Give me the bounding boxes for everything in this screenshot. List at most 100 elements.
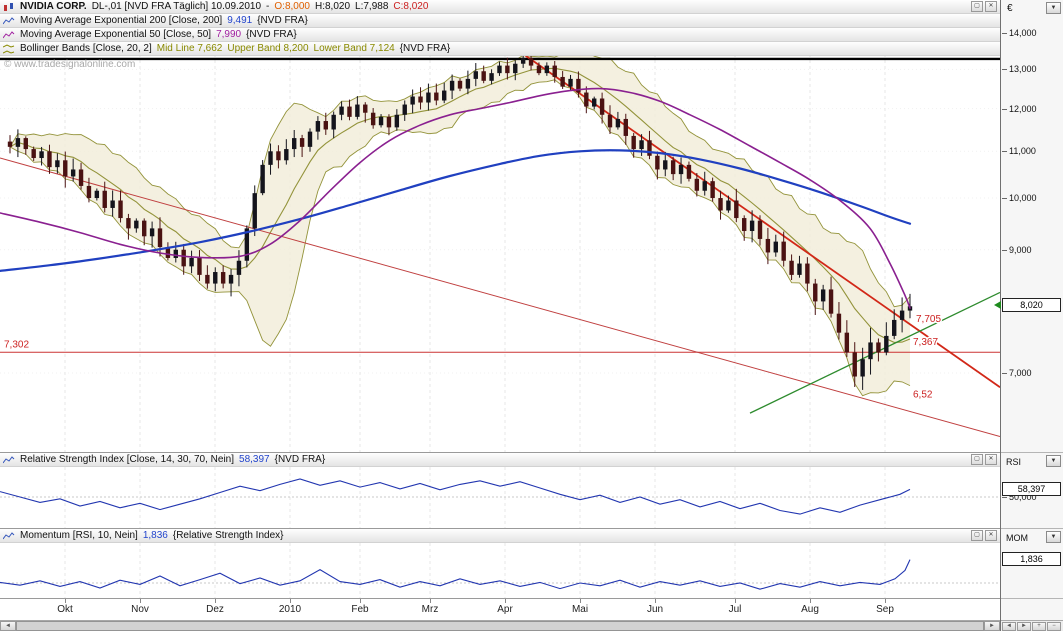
momentum-line-layer bbox=[0, 559, 1000, 590]
last-price-arrow bbox=[994, 301, 1001, 309]
maximize-button[interactable]: ▢ bbox=[971, 530, 983, 541]
price-tick-label: 7,000 bbox=[1002, 368, 1032, 378]
panel-window-buttons: ▢ ✕ bbox=[971, 530, 997, 541]
rsi-mid-tick-label: 50,000 bbox=[1002, 492, 1037, 502]
x-axis-label: Mai bbox=[571, 604, 589, 615]
gridlines-layer bbox=[64, 543, 886, 598]
moving-averages-layer bbox=[0, 87, 912, 309]
x-axis-tick bbox=[359, 599, 361, 603]
bollinger-label: Bollinger Bands [Close, 20, 2] bbox=[20, 42, 152, 54]
close-button[interactable]: ✕ bbox=[985, 1, 997, 12]
price-tick-label: 14,000 bbox=[1002, 28, 1037, 38]
bollinger-legend-row: Bollinger Bands [Close, 20, 2] Mid Line … bbox=[0, 42, 1000, 56]
x-axis-tick bbox=[809, 599, 811, 603]
trendlines-back-layer bbox=[0, 157, 1000, 437]
x-axis-label: Okt bbox=[57, 604, 73, 615]
ohlc-dash: - bbox=[266, 0, 270, 12]
x-axis-tick bbox=[579, 599, 581, 603]
x-axis-tick bbox=[214, 599, 216, 603]
price-tick-label: 9,000 bbox=[1002, 244, 1032, 255]
rsi-label: Relative Strength Index [Close, 14, 30, … bbox=[20, 453, 235, 465]
bollinger-lower-value: Lower Band 7,124 bbox=[313, 42, 395, 54]
x-axis-tick bbox=[734, 599, 736, 603]
time-axis: Okt Nov Dez 2010 Feb Mrz Apr Mai Jun Jul Aug Sep bbox=[0, 599, 1000, 620]
x-axis-label: Apr bbox=[497, 604, 513, 615]
price-annotations-layer: 7,302 7,705 7,367 6,52 bbox=[3, 312, 943, 402]
x-axis-tick bbox=[64, 599, 66, 603]
trendline-value-label: 7,302 bbox=[4, 340, 29, 351]
low-value: L:7,988 bbox=[355, 0, 389, 12]
price-tick-label: 10,000 bbox=[1002, 193, 1037, 204]
candlestick-icon bbox=[3, 2, 15, 12]
trendline-value-label: 7,367 bbox=[913, 337, 938, 348]
panel-window-buttons: ▢ ✕ bbox=[971, 1, 997, 12]
bollinger-scope: {NVD FRA} bbox=[399, 42, 451, 54]
rsi-scope: {NVD FRA} bbox=[274, 453, 326, 465]
chart-column: 7,302 7,705 7,367 6,52 NVIDIA CORP. DL-,01 … bbox=[0, 0, 1000, 631]
ma50-legend-row: Moving Average Exponential 50 [Close, 50… bbox=[0, 28, 1000, 42]
high-value: H:8,020 bbox=[314, 0, 351, 12]
momentum-chart-canvas[interactable] bbox=[0, 543, 1000, 598]
scrollbar-thumb[interactable] bbox=[16, 621, 984, 631]
ma-indicator-icon bbox=[3, 30, 15, 40]
x-axis-tick bbox=[139, 599, 141, 603]
scroll-left-button[interactable]: ◄ bbox=[0, 621, 16, 631]
instrument-info: DL-,01 [NVD FRA Täglich] 10.09.2010 bbox=[91, 0, 262, 12]
maximize-button[interactable]: ▢ bbox=[971, 1, 983, 12]
page-right-button[interactable]: ► bbox=[1017, 621, 1031, 631]
scrollbar-corner-controls: ◄ ► + − bbox=[1001, 620, 1063, 631]
x-axis-tick bbox=[429, 599, 431, 603]
page-left-button[interactable]: ◄ bbox=[1002, 621, 1016, 631]
rsi-chart-canvas[interactable] bbox=[0, 467, 1000, 528]
ma200-legend-row: Moving Average Exponential 200 [Close, 2… bbox=[0, 14, 1000, 28]
bollinger-upper-value: Upper Band 8,200 bbox=[227, 42, 309, 54]
momentum-label: Momentum [RSI, 10, Nein] bbox=[20, 529, 138, 541]
momentum-axis-dropdown-button[interactable]: ▼ bbox=[1046, 531, 1061, 543]
panel-window-buttons: ▢ ✕ bbox=[971, 454, 997, 465]
ma200-label: Moving Average Exponential 200 [Close, 2… bbox=[20, 14, 223, 26]
trendline-value-label: 7,705 bbox=[916, 314, 941, 325]
rsi-legend-row: Relative Strength Index [Close, 14, 30, … bbox=[0, 453, 1000, 467]
momentum-indicator-icon bbox=[3, 531, 15, 541]
rsi-line-layer bbox=[0, 478, 1000, 515]
price-axis-sidebar: € ▼ 14,000 13,000 12,000 11,000 10,000 9,000 7… bbox=[994, 0, 1063, 631]
ma200-scope: {NVD FRA} bbox=[257, 14, 308, 26]
x-axis-tick bbox=[289, 599, 291, 603]
ma50-value: 7,990 bbox=[216, 28, 242, 40]
x-axis-label: Mrz bbox=[421, 604, 439, 615]
ma-indicator-icon bbox=[3, 16, 15, 26]
trendline-value-label: 6,52 bbox=[913, 389, 933, 400]
x-axis-label: 2010 bbox=[278, 604, 302, 615]
price-tick-label: 12,000 bbox=[1002, 103, 1037, 114]
ma50-scope: {NVD FRA} bbox=[246, 28, 297, 40]
price-chart-canvas[interactable]: 7,302 7,705 7,367 6,52 bbox=[0, 0, 1000, 452]
open-value: O:8,000 bbox=[274, 0, 310, 12]
zoom-in-button[interactable]: + bbox=[1032, 621, 1046, 631]
rsi-axis-dropdown-button[interactable]: ▼ bbox=[1046, 455, 1061, 467]
ma200-value: 9,491 bbox=[227, 14, 253, 26]
rsi-value: 58,397 bbox=[239, 453, 270, 465]
main-chart-panel: 7,302 7,705 7,367 6,52 NVIDIA CORP. DL-,01 … bbox=[0, 0, 1000, 453]
maximize-button[interactable]: ▢ bbox=[971, 454, 983, 465]
last-price-badge: 8,020 bbox=[1002, 298, 1061, 312]
x-axis-tick bbox=[654, 599, 656, 603]
scroll-right-button[interactable]: ► bbox=[984, 621, 1000, 631]
x-axis-label: Dez bbox=[206, 604, 224, 615]
symbol-title: NVIDIA CORP. bbox=[20, 0, 87, 12]
close-value: C:8,020 bbox=[393, 0, 429, 12]
rsi-axis-label: RSI bbox=[1006, 457, 1022, 467]
momentum-value-badge: 1,836 bbox=[1002, 552, 1061, 566]
x-axis-label: Nov bbox=[131, 604, 149, 615]
x-axis-label: Jul bbox=[728, 604, 742, 615]
close-button[interactable]: ✕ bbox=[985, 530, 997, 541]
bollinger-mid-value: Mid Line 7,662 bbox=[156, 42, 223, 54]
rsi-indicator-icon bbox=[3, 455, 15, 465]
close-button[interactable]: ✕ bbox=[985, 454, 997, 465]
rsi-panel: Relative Strength Index [Close, 14, 30, … bbox=[0, 453, 1000, 529]
chart-title-row: NVIDIA CORP. DL-,01 [NVD FRA Täglich] 10… bbox=[0, 0, 1000, 14]
x-axis-label: Aug bbox=[801, 604, 819, 615]
zoom-out-button[interactable]: − bbox=[1047, 621, 1061, 631]
chart-axis-dropdown-button[interactable]: ▼ bbox=[1046, 2, 1061, 14]
x-axis-label: Sep bbox=[876, 604, 894, 615]
